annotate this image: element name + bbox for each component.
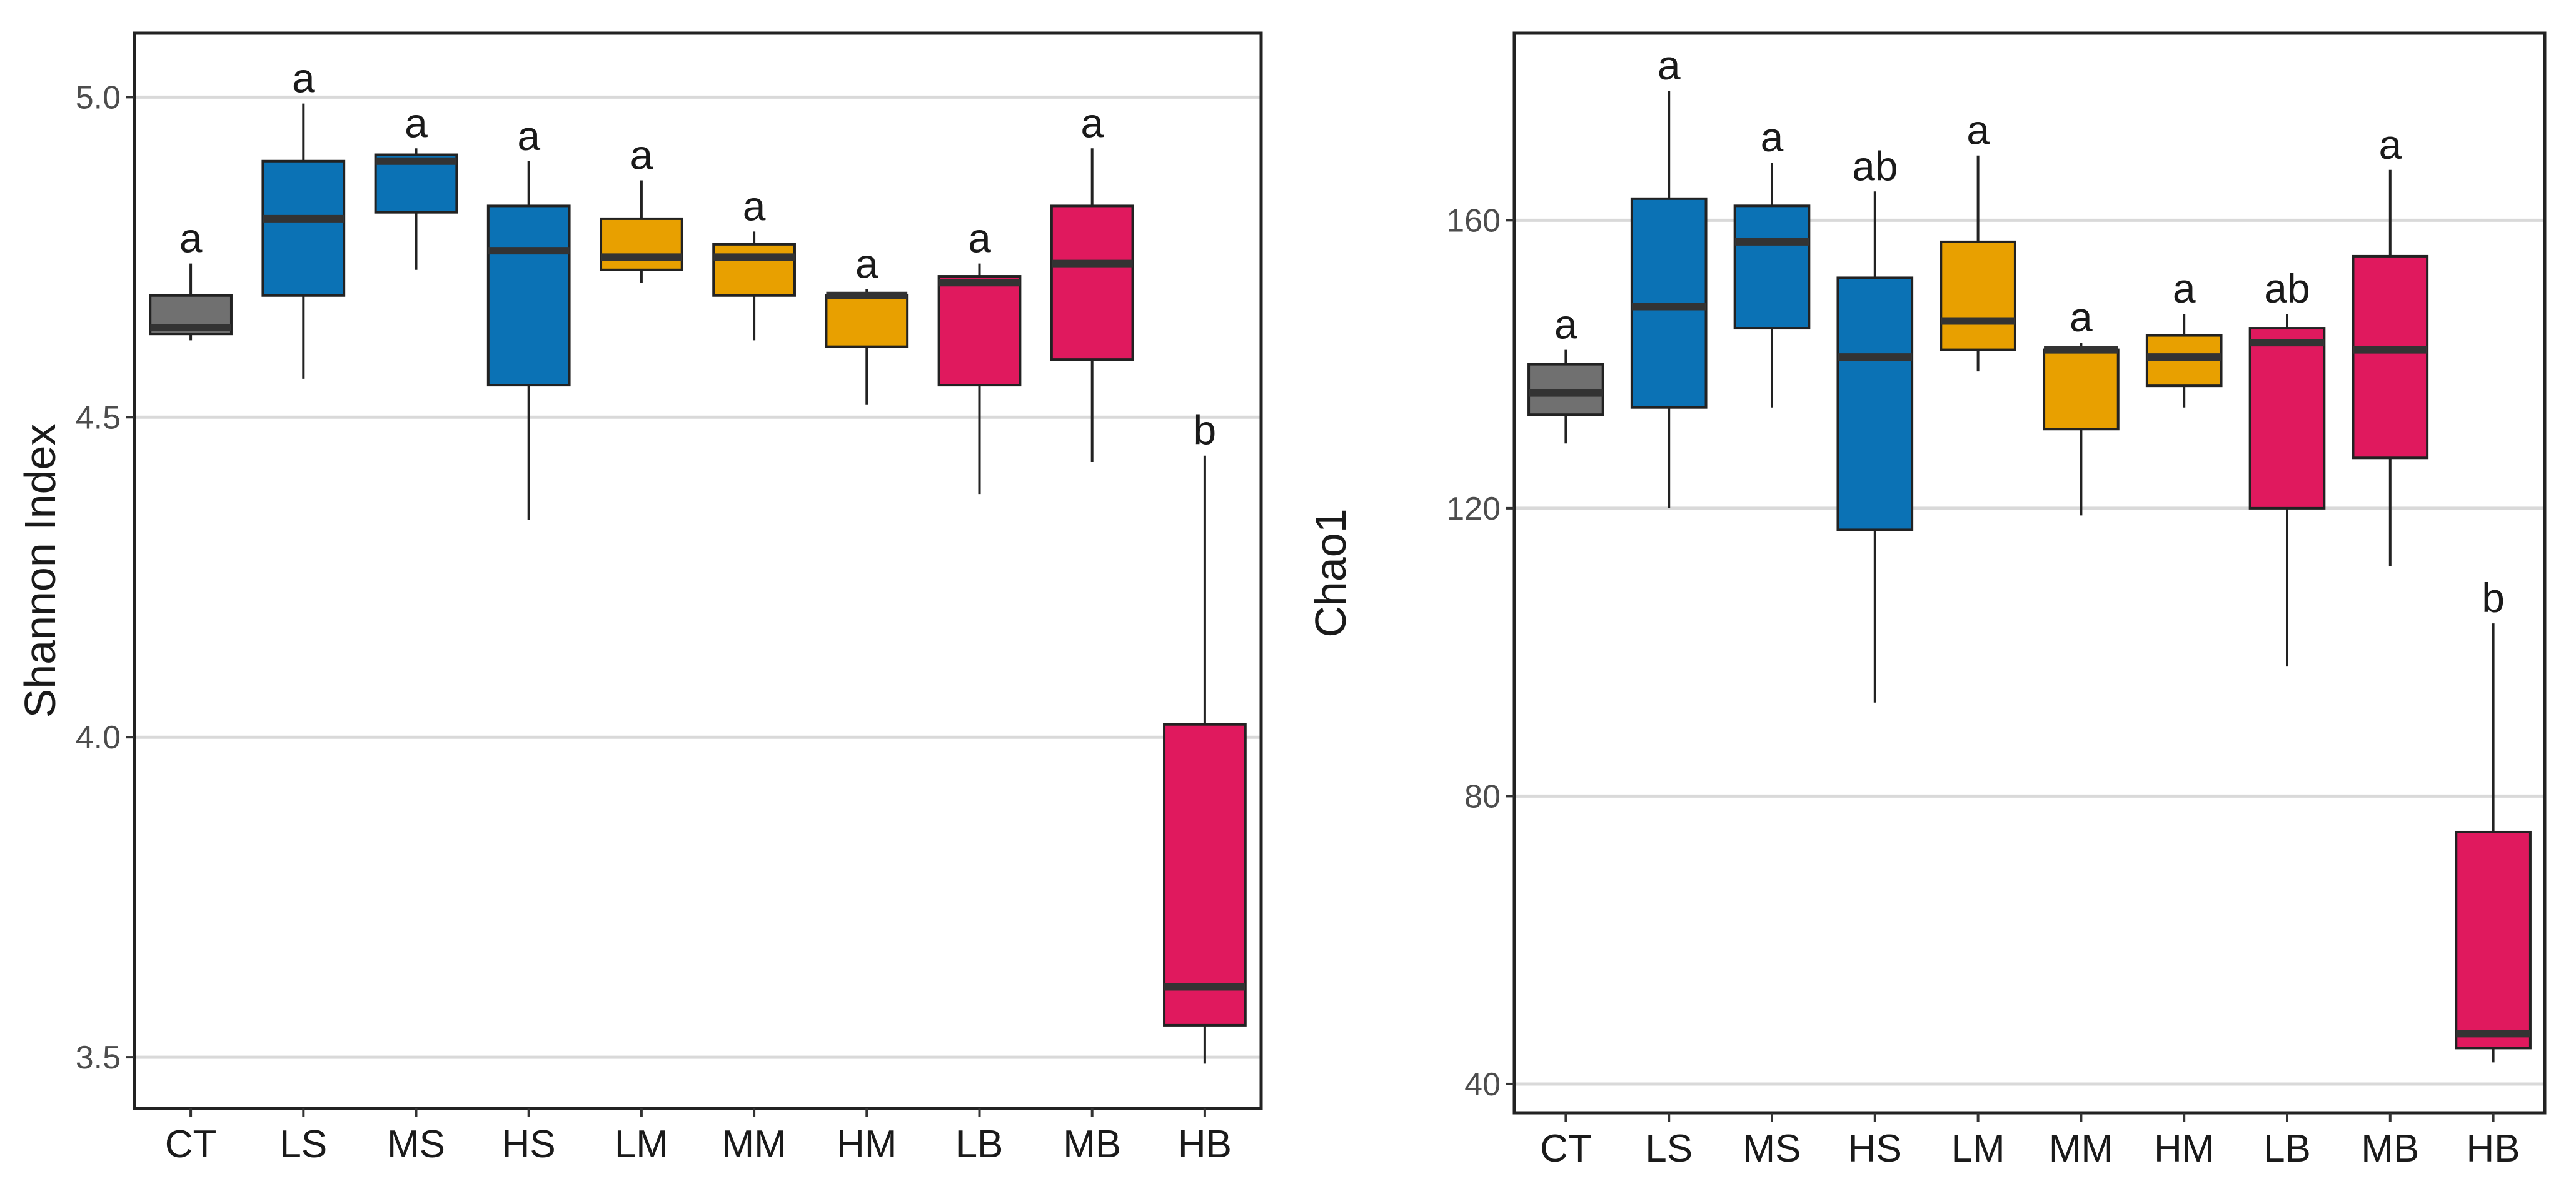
box-ms: a [1733, 114, 1811, 408]
box-iqr [712, 243, 796, 297]
significance-letter: a [2173, 265, 2196, 311]
x-category-label: MB [2361, 1127, 2419, 1170]
x-category-label: HM [837, 1123, 897, 1166]
significance-letter: a [179, 215, 203, 261]
significance-letter: a [1554, 301, 1577, 348]
x-category-label: MB [1063, 1123, 1121, 1166]
significance-letter: a [2378, 121, 2402, 168]
significance-letter: a [1080, 99, 1104, 146]
y-tick-label: 80 [1464, 778, 1501, 815]
box-mm: a [2043, 294, 2120, 516]
box-iqr [2352, 254, 2429, 460]
box-iqr [2455, 830, 2532, 1050]
panel-frame [1512, 31, 2547, 1115]
x-category-label: MS [387, 1123, 445, 1166]
y-tick-label: 120 [1446, 491, 1501, 527]
significance-letter: b [2482, 575, 2505, 621]
significance-letter: b [1194, 407, 1217, 453]
box-iqr [937, 275, 1022, 387]
box-iqr [2043, 348, 2120, 431]
significance-letter: ab [2264, 265, 2310, 311]
box-iqr [1163, 723, 1247, 1027]
y-tick-label: 5.0 [76, 79, 121, 116]
y-axis-title: Shannon Index [16, 424, 64, 718]
x-category-label: MS [1743, 1127, 1801, 1170]
box-lm: a [1940, 107, 2016, 372]
x-category-label: HB [1178, 1123, 1232, 1166]
box-hb: b [1163, 407, 1247, 1064]
box-iqr [1733, 204, 1811, 330]
box-lb: a [937, 215, 1022, 495]
box-ms: a [374, 99, 458, 270]
box-iqr [825, 294, 909, 348]
box-iqr [1940, 240, 2016, 351]
x-category-label: MM [2049, 1127, 2113, 1170]
significance-letter: a [2070, 294, 2093, 340]
x-category-label: LM [615, 1123, 668, 1166]
x-category-label: HB [2467, 1127, 2520, 1170]
significance-letter: a [743, 183, 766, 229]
box-hs: a [486, 113, 571, 520]
y-tick-label: 160 [1446, 203, 1501, 239]
box-mm: a [712, 183, 796, 341]
significance-letter: a [517, 113, 540, 159]
x-category-label: CT [1540, 1127, 1592, 1170]
y-tick-label: 4.5 [76, 400, 121, 436]
box-ct: a [1527, 301, 1604, 444]
significance-letter: a [968, 215, 991, 261]
y-tick-label: 3.5 [76, 1040, 121, 1076]
significance-letter: a [1761, 114, 1784, 160]
y-tick-label: 4.0 [76, 720, 121, 756]
x-category-label: LM [1951, 1127, 2005, 1170]
x-category-label: HM [2154, 1127, 2214, 1170]
x-category-label: LB [956, 1123, 1004, 1166]
significance-letter: a [1966, 107, 1990, 153]
box-iqr [1050, 204, 1134, 361]
significance-letter: a [630, 131, 653, 178]
x-category-label: MM [722, 1123, 786, 1166]
box-hm: a [2145, 265, 2223, 408]
box-iqr [600, 217, 683, 271]
significance-letter: a [855, 241, 878, 287]
y-tick-label: 40 [1464, 1067, 1501, 1103]
significance-letter: ab [1852, 143, 1898, 189]
box-iqr [1836, 276, 1914, 531]
x-category-label: HS [1848, 1127, 1902, 1170]
box-hb: b [2455, 575, 2532, 1063]
box-ls: a [261, 55, 346, 379]
x-category-label: CT [165, 1123, 217, 1166]
box-ct: a [149, 215, 233, 341]
box-hs: ab [1836, 143, 1914, 703]
significance-letter: a [405, 99, 428, 146]
box-lb: ab [2248, 265, 2326, 667]
box-iqr [2248, 327, 2326, 510]
x-category-label: LB [2263, 1127, 2311, 1170]
x-category-label: LS [279, 1123, 327, 1166]
box-mb: a [2352, 121, 2429, 566]
box-lm: a [600, 131, 683, 283]
shannon-index-panel: a a a a a a a a a b 3.5 4.0 4.5 5.0 CT LS MS HS LM MM HM LB MB… [16, 31, 1263, 1166]
box-hm: a [825, 241, 909, 405]
significance-letter: a [292, 55, 315, 101]
panel-frame [133, 31, 1263, 1110]
box-iqr [486, 204, 571, 387]
box-iqr [261, 159, 346, 297]
x-category-label: LS [1645, 1127, 1693, 1170]
y-axis-title: Chao1 [1306, 508, 1355, 637]
box-ls: a [1630, 42, 1708, 508]
significance-letter: a [1658, 42, 1681, 88]
box-mb: a [1050, 99, 1134, 462]
x-category-label: HS [502, 1123, 556, 1166]
